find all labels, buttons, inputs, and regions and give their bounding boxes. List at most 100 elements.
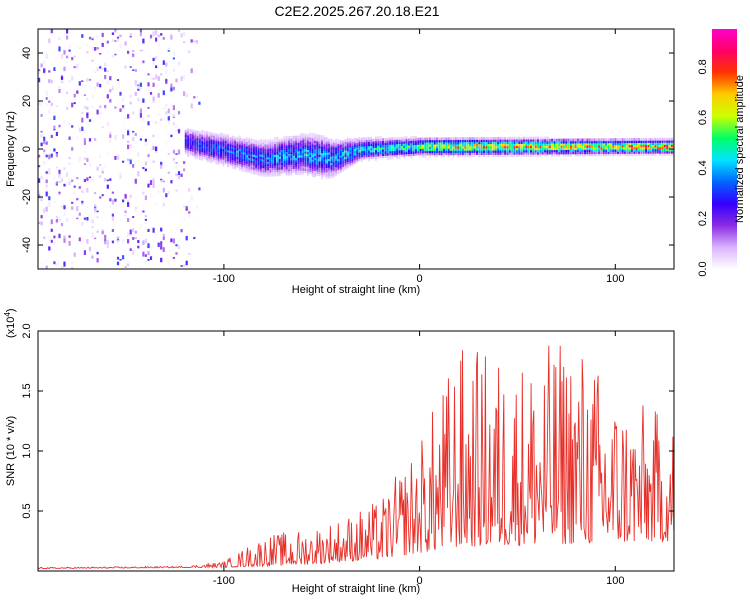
spectrogram-cell: [194, 149, 197, 153]
spectrogram-cell: [96, 230, 99, 233]
spectrogram-cell: [367, 156, 370, 160]
spectrogram-cell: [309, 167, 312, 170]
spectrogram-cell: [304, 163, 307, 167]
spectrogram-cell: [91, 219, 94, 223]
spectrogram-cell: [612, 151, 615, 154]
spectrogram-cell: [50, 247, 53, 250]
spectrogram-cell: [464, 137, 467, 140]
spectrogram-cell: [313, 153, 316, 156]
spectrogram-cell: [476, 147, 478, 151]
spectrogram-cell: [537, 136, 539, 140]
spectrogram-cell: [635, 142, 638, 146]
spectrogram-cell: [626, 151, 629, 154]
spectrogram-cell: [129, 101, 132, 105]
spectrogram-cell: [520, 149, 523, 153]
spectrogram-cell: [76, 177, 79, 180]
spectrogram-cell: [99, 196, 102, 199]
spectrogram-cell: [335, 147, 338, 150]
spectrogram-cell: [377, 138, 380, 142]
spectrogram-cell: [335, 149, 338, 153]
spectrogram-cell: [483, 152, 485, 155]
spectrogram-cell: [433, 143, 436, 147]
spectrogram-cell: [58, 124, 61, 128]
spectrogram-cell: [243, 169, 246, 172]
spectrogram-cell: [152, 57, 155, 62]
spectrogram-cell: [262, 167, 265, 171]
spectrogram-cell: [403, 145, 406, 148]
spectrogram-cell: [499, 143, 502, 147]
spectrogram-cell: [576, 149, 579, 153]
spectrogram-cell: [574, 153, 577, 157]
spectrogram-cell: [278, 171, 281, 174]
spectrogram-cell: [591, 138, 593, 142]
spectrogram-cell: [525, 154, 528, 157]
spectrogram-cell: [180, 216, 183, 220]
spectrogram-cell: [250, 166, 253, 170]
spectrogram-cell: [264, 139, 267, 143]
spectrogram-cell: [227, 143, 229, 146]
spectrogram-cell: [269, 171, 272, 175]
spectrogram-cell: [372, 153, 375, 157]
spectrogram-cell: [588, 151, 591, 155]
spectrogram-cell: [518, 136, 521, 140]
spectrogram-cell: [414, 137, 417, 141]
spectrogram-cell: [499, 149, 502, 153]
spectrogram-cell: [318, 143, 321, 147]
spectrogram-cell: [119, 37, 122, 40]
spectrogram-cell: [551, 145, 554, 148]
spectrogram-cell: [60, 178, 64, 182]
spectrogram-cell: [537, 151, 539, 155]
spectrogram-cell: [400, 145, 403, 149]
spectrogram-cell: [236, 162, 239, 166]
spectrogram-cell: [652, 150, 655, 154]
spectrogram-cell: [405, 138, 408, 142]
spectrogram-cell: [81, 64, 84, 66]
spectrogram-cell: [119, 108, 122, 112]
spectrogram-cell: [288, 170, 291, 174]
spectrogram-cell: [471, 143, 474, 147]
spectrogram-cell: [295, 144, 298, 148]
spectrogram-cell: [410, 142, 413, 146]
spectrogram-cell: [257, 159, 260, 163]
spectrogram-cell: [255, 144, 258, 147]
spectrogram-cell: [170, 34, 173, 40]
spectrogram-cell: [323, 141, 326, 145]
spectrogram-cell: [313, 170, 316, 174]
spectrogram-cell: [485, 139, 488, 142]
spectrogram-cell: [358, 141, 361, 144]
spectrogram-cell: [271, 167, 274, 171]
spectrogram-cell: [450, 148, 453, 151]
spectrogram-cell: [142, 210, 145, 213]
spectrogram-cell: [553, 149, 556, 153]
spectrogram-cell: [396, 139, 399, 142]
figure-title: C2E2.2025.267.20.18.E21: [274, 3, 439, 19]
spectrogram-cell: [259, 138, 262, 142]
spectrogram-cell: [419, 144, 422, 147]
spectrogram-cell: [344, 156, 347, 160]
spectrogram-cell: [602, 153, 605, 157]
spectrogram-cell: [567, 142, 570, 146]
spectrogram-cell: [522, 138, 525, 142]
spectrogram-cell: [299, 133, 302, 137]
spectrogram-cell: [147, 259, 150, 261]
spectrogram-cell: [499, 154, 502, 157]
spectrogram-cell: [581, 142, 584, 146]
spectrogram-cell: [205, 141, 208, 145]
spectrogram-cell: [191, 133, 194, 137]
spectrogram-cell: [271, 158, 274, 162]
spectrogram-cell: [414, 153, 417, 156]
spectrogram-cell: [203, 154, 206, 157]
spectrogram-cell: [71, 75, 74, 81]
spectrogram-cell: [403, 149, 406, 153]
spectrogram-cell: [335, 151, 338, 155]
spectrogram-cell: [645, 140, 647, 143]
spectrogram-cell: [144, 260, 147, 263]
spectrogram-cell: [619, 151, 622, 154]
spectrogram-cell: [647, 142, 650, 146]
spectrogram-cell: [332, 139, 335, 143]
spectrogram-cell: [384, 140, 387, 143]
spectrogram-cell: [38, 69, 41, 72]
spectrogram-cell: [302, 156, 305, 160]
spectrogram-cell: [183, 204, 186, 209]
